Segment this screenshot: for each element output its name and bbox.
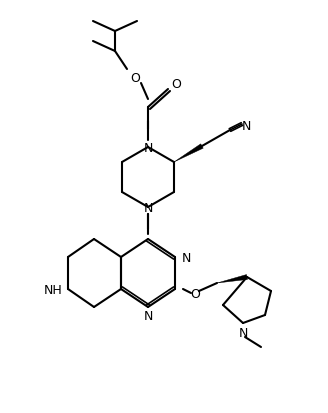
Text: NH: NH <box>44 283 62 296</box>
Text: N: N <box>238 327 248 339</box>
Text: N: N <box>143 141 153 154</box>
Polygon shape <box>217 275 248 283</box>
Text: O: O <box>171 77 181 90</box>
Text: O: O <box>190 287 200 300</box>
Text: N: N <box>143 201 153 214</box>
Text: N: N <box>182 251 191 264</box>
Text: O: O <box>130 71 140 84</box>
Text: N: N <box>241 120 251 133</box>
Text: N: N <box>143 309 153 322</box>
Polygon shape <box>174 145 203 163</box>
